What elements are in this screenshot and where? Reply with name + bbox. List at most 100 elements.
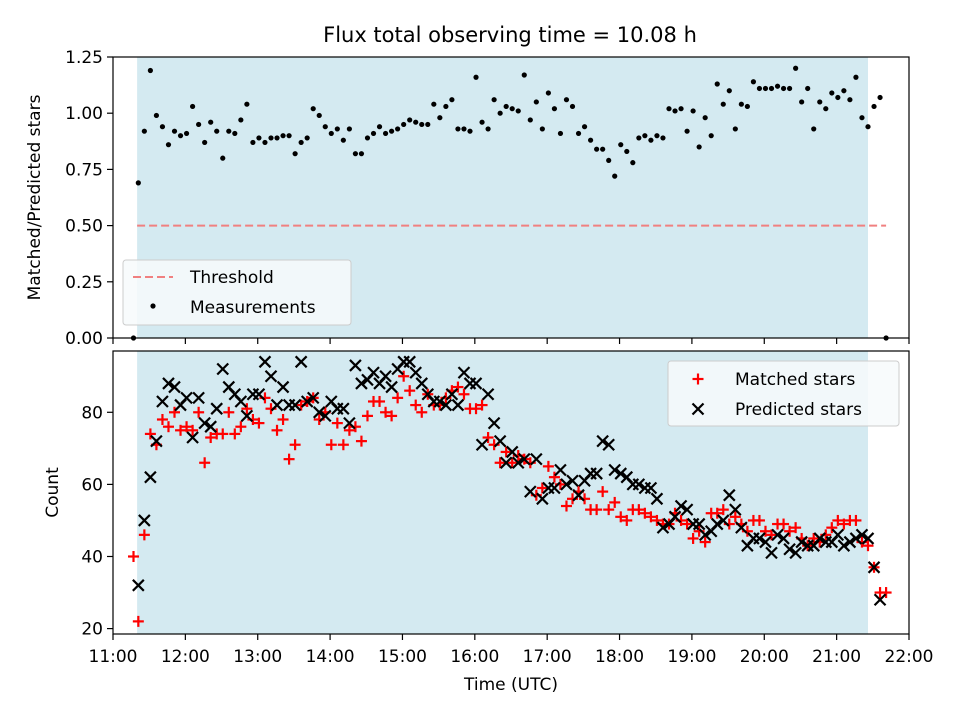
predicted-point <box>312 406 326 419</box>
matched-point <box>138 529 150 541</box>
measurement-point <box>527 117 533 123</box>
predicted-point <box>674 499 688 513</box>
y-tick-label: 0.25 <box>65 273 103 293</box>
measurement-point <box>865 124 871 130</box>
chart-title: Flux total observing time = 10.08 h <box>323 23 697 47</box>
matched-point <box>753 514 765 526</box>
x-tick-label: 16:00 <box>450 647 499 667</box>
predicted-point <box>409 366 422 379</box>
predicted-point <box>789 546 802 560</box>
matched-point <box>862 540 874 552</box>
measurement-point <box>859 115 865 121</box>
x-tick-label: 12:00 <box>161 647 210 667</box>
matched-point <box>766 529 778 541</box>
matched-point <box>217 428 229 440</box>
measurement-point <box>853 74 859 80</box>
matched-point <box>633 504 645 516</box>
measurement-point <box>545 90 551 96</box>
predicted-point <box>349 359 362 372</box>
predicted-point <box>692 517 706 531</box>
measurement-point <box>425 121 431 128</box>
predicted-point <box>192 391 205 405</box>
predicted-point <box>132 579 145 592</box>
x-tick-label: 22:00 <box>885 647 934 667</box>
measurement-point <box>286 133 292 139</box>
predicted-point <box>337 402 350 415</box>
predicted-point <box>716 514 730 527</box>
predicted-point <box>572 488 585 502</box>
matched-point <box>374 395 386 407</box>
x-tick-label: 18:00 <box>595 647 644 667</box>
predicted-point <box>710 517 724 531</box>
matched-point <box>542 460 554 472</box>
bottom-x-axis: 11:00 12:00 13:00 14:00 15:00 16:00 17:00 18:00… <box>89 634 934 667</box>
matched-point <box>838 518 850 530</box>
measurement-point <box>437 115 443 121</box>
predicted-point <box>168 380 181 394</box>
matched-point <box>337 439 349 451</box>
x-tick-label: 20:00 <box>740 647 789 667</box>
measurement-point <box>443 103 449 110</box>
measurement-point <box>413 119 419 125</box>
predicted-point <box>288 398 302 412</box>
measurement-point <box>805 85 811 92</box>
measurement-point <box>364 135 371 141</box>
measurement-point <box>750 79 757 85</box>
predicted-point <box>252 387 266 401</box>
predicted-point <box>560 478 573 491</box>
predicted-point <box>668 510 682 524</box>
predicted-point <box>499 456 513 470</box>
measurement-point <box>690 108 696 114</box>
matched-point <box>832 514 844 526</box>
matched-point <box>132 615 144 627</box>
measurement-point <box>503 103 509 110</box>
measurement-point <box>238 117 244 123</box>
predicted-point <box>602 438 615 452</box>
top-y-axis: 0.00 0.25 0.50 0.75 1.00 1.25 <box>65 48 113 349</box>
y-tick-label: 1.00 <box>65 104 103 124</box>
measurement-point <box>376 124 383 130</box>
measurement-point <box>135 180 141 186</box>
predicted-point <box>451 398 465 412</box>
predicted-point <box>403 355 416 369</box>
predicted-point <box>608 463 621 477</box>
predicted-point <box>680 503 694 516</box>
matched-point <box>778 518 790 530</box>
x-tick-label: 19:00 <box>667 647 716 667</box>
predicted-point <box>548 481 561 495</box>
predicted-point <box>156 395 169 408</box>
measurement-point <box>720 101 726 107</box>
matched-point <box>808 532 820 544</box>
matched-point <box>880 587 892 599</box>
predicted-point <box>849 532 863 545</box>
predicted-point <box>554 463 567 477</box>
top-plot-frame <box>112 56 910 339</box>
measurement-point <box>624 148 630 155</box>
matched-point <box>476 399 488 411</box>
measurement-point <box>370 130 377 137</box>
matched-point <box>699 536 711 548</box>
measurement-point <box>473 74 479 80</box>
matched-point <box>494 457 506 469</box>
measurement-point <box>171 128 178 134</box>
matched-point <box>241 403 253 415</box>
measurement-point <box>660 135 666 141</box>
measurement-point <box>479 119 485 125</box>
predicted-point <box>180 391 193 405</box>
measurement-point <box>389 128 395 134</box>
measurement-point <box>214 128 220 134</box>
y-tick-label: 20 <box>81 620 103 640</box>
measurement-point <box>262 139 268 146</box>
measurement-point <box>774 83 781 89</box>
measurement-point <box>768 85 775 92</box>
matched-point <box>144 428 156 440</box>
matched-point <box>343 424 355 436</box>
predicted-point <box>765 546 778 560</box>
x-tick-label: 14:00 <box>306 647 355 667</box>
measurement-point <box>612 173 618 179</box>
matched-point <box>759 525 771 537</box>
measurement-point <box>817 99 823 105</box>
predicted-point <box>698 528 712 542</box>
measurement-point <box>762 85 769 92</box>
